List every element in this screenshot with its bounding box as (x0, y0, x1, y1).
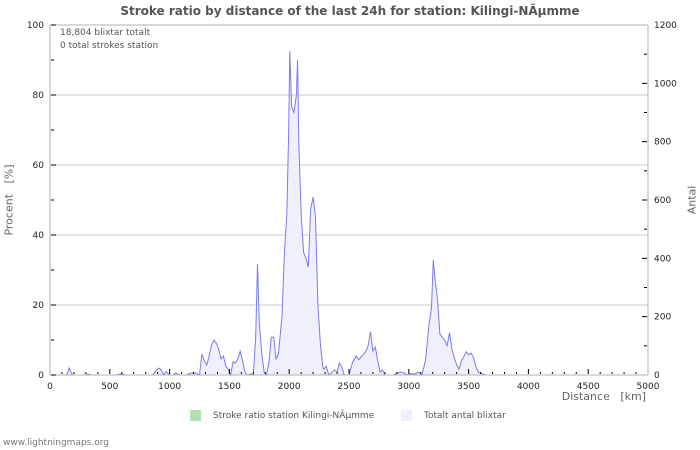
svg-text:40: 40 (33, 231, 45, 241)
legend: Stroke ratio station Kilingi-NÃµmme Tota… (0, 410, 700, 426)
y-axis-right-ticks: 0 200 400 600 800 1000 1200 (642, 21, 677, 381)
legend-item-stroke-ratio[interactable]: Stroke ratio station Kilingi-NÃµmme (190, 410, 374, 421)
station-strokes-annotation: 0 total strokes station (60, 41, 159, 51)
y-axis-left-ticks: 0 20 40 60 80 100 (27, 21, 56, 381)
svg-text:4500: 4500 (577, 382, 600, 392)
axes (49, 24, 649, 376)
svg-text:3000: 3000 (397, 382, 420, 392)
legend-swatch-total-strokes (401, 410, 412, 421)
svg-text:0: 0 (38, 371, 44, 381)
x-axis-ticks: 0 500 1000 1500 2000 2500 3000 3500 4000 4500 5000 (47, 369, 660, 392)
svg-text:80: 80 (33, 91, 45, 101)
svg-text:0: 0 (47, 382, 53, 392)
svg-text:2500: 2500 (338, 382, 361, 392)
svg-text:4000: 4000 (517, 382, 540, 392)
chart-plot: 0 20 40 60 80 100 0 200 400 600 800 1000 1200 0 500 1… (27, 21, 677, 392)
legend-label-total-strokes: Totalt antal blixtar (424, 410, 506, 421)
svg-text:1000: 1000 (158, 382, 181, 392)
total-strokes-annotation: 18,804 blixtar totalt (60, 28, 151, 38)
chart-title: Stroke ratio by distance of the last 24h… (120, 4, 580, 18)
footer-credit: www.lightningmaps.org (3, 438, 109, 448)
svg-text:100: 100 (27, 21, 44, 31)
svg-text:600: 600 (654, 196, 671, 206)
svg-text:2000: 2000 (278, 382, 301, 392)
svg-text:3500: 3500 (457, 382, 480, 392)
legend-item-total-strokes[interactable]: Totalt antal blixtar (401, 410, 506, 421)
legend-label-stroke-ratio: Stroke ratio station Kilingi-NÃµmme (213, 410, 375, 421)
svg-text:5000: 5000 (637, 382, 660, 392)
y-axis-right-label: Antal (685, 185, 699, 215)
svg-text:20: 20 (33, 301, 45, 311)
y-axis-left-label: Procent [%] (2, 164, 16, 236)
svg-text:0: 0 (654, 371, 660, 381)
legend-swatch-stroke-ratio (190, 410, 201, 421)
svg-text:1200: 1200 (654, 21, 677, 31)
svg-text:200: 200 (654, 313, 671, 323)
svg-text:1000: 1000 (654, 79, 677, 89)
svg-text:800: 800 (654, 138, 671, 148)
series-total-strokes (50, 51, 648, 377)
svg-text:1500: 1500 (218, 382, 241, 392)
svg-text:500: 500 (101, 382, 118, 392)
svg-text:400: 400 (654, 254, 671, 264)
grid-lines (50, 94, 648, 306)
svg-text:60: 60 (33, 161, 45, 171)
x-axis-label: Distance [km] (561, 390, 646, 403)
